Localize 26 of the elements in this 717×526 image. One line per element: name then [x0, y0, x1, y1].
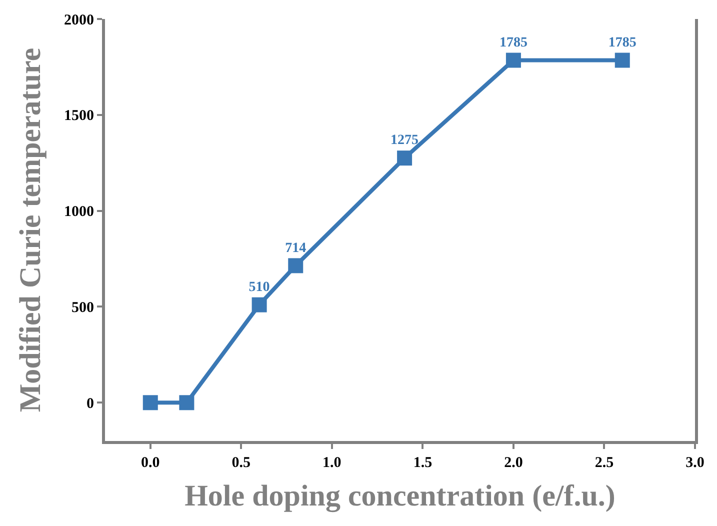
x-tick-label: 1.0	[322, 455, 342, 471]
point	[142, 395, 158, 410]
data-label: 1785	[608, 35, 636, 50]
x-tick-label: 2.5	[594, 455, 614, 471]
x-axis-title: Hole doping concentration (e/f.u.)	[184, 480, 616, 512]
y-axis-title: Modified Curie temperature	[14, 48, 47, 412]
y-tick-label: 1000	[64, 204, 94, 220]
x-tick-label: 1.5	[413, 455, 432, 471]
data-label: 1275	[390, 133, 419, 148]
point	[288, 258, 304, 274]
x-tick-label: 3.0	[686, 455, 704, 471]
point	[397, 150, 412, 166]
point	[506, 52, 521, 68]
data-label: 714	[285, 240, 306, 256]
x-tick-label: 0.0	[141, 455, 160, 471]
x-tick-label: 2.0	[504, 455, 523, 471]
point	[614, 52, 630, 68]
y-tick-label: 0	[86, 396, 94, 412]
point	[179, 395, 194, 410]
y-tick-label: 2000	[64, 12, 94, 28]
y-tick-label: 500	[72, 300, 94, 316]
data-label: 510	[248, 280, 270, 295]
x-tick-label: 0.5	[232, 455, 251, 471]
y-tick-label: 1500	[64, 108, 94, 124]
point	[252, 297, 267, 312]
data-label: 1785	[499, 35, 528, 50]
